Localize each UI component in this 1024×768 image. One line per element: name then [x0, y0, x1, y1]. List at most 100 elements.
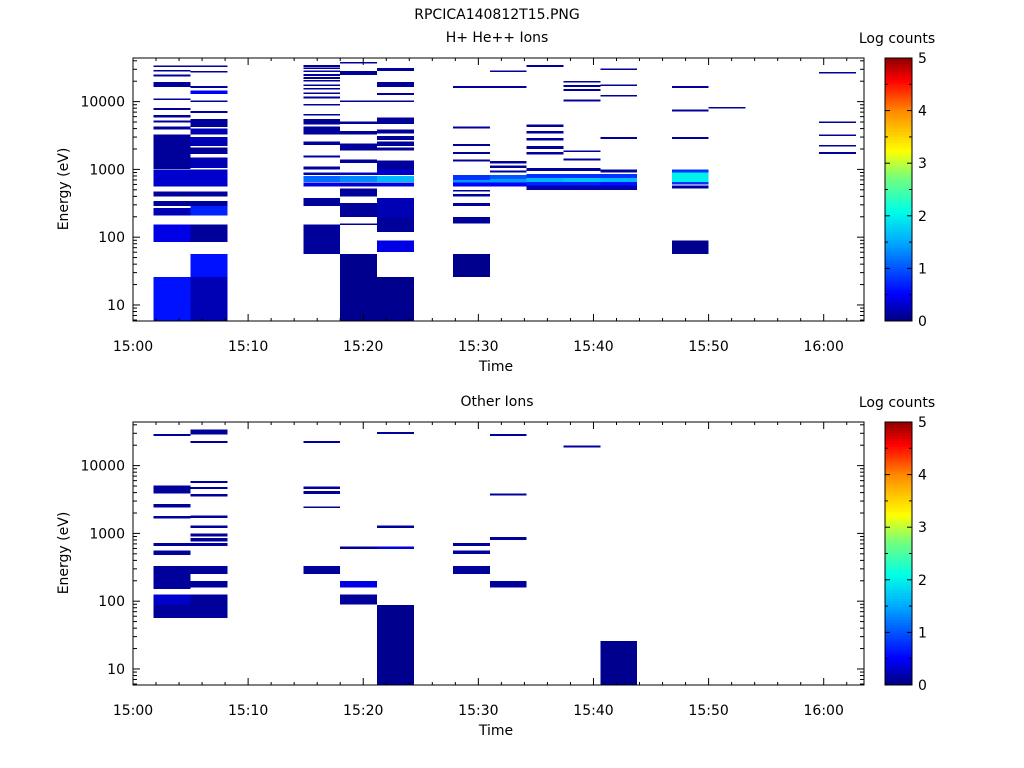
- x-tick-label: 16:00: [804, 703, 844, 719]
- colorbar-swatch: [885, 155, 912, 159]
- colorbar-swatch: [885, 160, 912, 164]
- heatmap-cell: [190, 224, 228, 242]
- colorbar-swatch: [885, 640, 912, 644]
- heatmap-cell: [340, 172, 378, 176]
- colorbar-swatch: [885, 506, 912, 510]
- colorbar-swatch: [885, 76, 912, 80]
- x-tick-label: 15:40: [573, 339, 613, 355]
- heatmap-cell: [303, 77, 341, 80]
- heatmap-cell: [340, 594, 378, 605]
- panel-title: H+ He++ Ions: [446, 30, 549, 46]
- heatmap-cell: [153, 201, 191, 206]
- colorbar-swatch: [885, 529, 912, 534]
- colorbar-swatch: [885, 635, 912, 639]
- colorbar-swatch: [885, 286, 912, 291]
- heatmap-cell: [190, 533, 228, 537]
- x-tick-label: 15:00: [113, 339, 153, 355]
- colorbar-swatch: [885, 464, 912, 468]
- colorbar-swatch: [885, 648, 912, 652]
- colorbar-tick-label: 0: [918, 314, 927, 330]
- heatmap-cell: [453, 189, 490, 192]
- heatmap-cell: [453, 175, 490, 180]
- heatmap-cell: [153, 594, 191, 605]
- colorbar-swatch: [885, 435, 912, 439]
- colorbar-swatch: [885, 294, 912, 298]
- colorbar-swatch: [885, 558, 912, 562]
- colorbar-swatch: [885, 265, 912, 269]
- plot-frame: [132, 421, 865, 686]
- x-axis-label: Time: [478, 359, 513, 375]
- heatmap-cell: [303, 172, 341, 176]
- heatmap-cell: [153, 69, 191, 72]
- heatmap-cell: [190, 494, 228, 497]
- colorbar-swatch: [885, 115, 912, 120]
- x-tick-label: 15:20: [343, 339, 383, 355]
- colorbar-swatch: [885, 226, 912, 230]
- colorbar-swatch: [885, 479, 912, 484]
- heatmap-cell: [600, 95, 638, 97]
- heatmap-cell: [563, 182, 601, 186]
- heatmap-cell: [819, 152, 856, 154]
- colorbar-swatch: [885, 514, 912, 518]
- heatmap-cell: [377, 276, 414, 321]
- heatmap-cell: [453, 543, 490, 547]
- colorbar-swatch: [885, 310, 912, 314]
- colorbar-swatch: [885, 65, 912, 70]
- colorbar-swatch: [885, 466, 912, 470]
- colorbar-tick-label: 1: [918, 625, 927, 641]
- heatmap-cell: [377, 160, 414, 170]
- heatmap-cell: [303, 175, 341, 183]
- colorbar-swatch: [885, 134, 912, 138]
- x-tick-label: 16:00: [804, 339, 844, 355]
- heatmap-cell: [153, 120, 191, 123]
- heatmap-cell: [153, 550, 191, 556]
- colorbar-swatch: [885, 613, 912, 618]
- colorbar-tick-label: 5: [918, 51, 927, 67]
- heatmap-cell: [708, 107, 746, 109]
- heatmap-cell: [377, 431, 414, 434]
- heatmap-cell: [190, 110, 228, 113]
- colorbar-swatch: [885, 302, 912, 306]
- colorbar-swatch: [885, 495, 912, 499]
- colorbar-swatch: [885, 603, 912, 607]
- heatmap-cell: [303, 96, 341, 99]
- colorbar-swatch: [885, 545, 912, 549]
- heatmap-cell: [153, 516, 191, 519]
- colorbar-swatch: [885, 590, 912, 594]
- heatmap-cell: [671, 172, 709, 183]
- heatmap-cell: [153, 115, 191, 118]
- heatmap-cell: [303, 87, 341, 90]
- heatmap-cell: [563, 81, 601, 83]
- colorbar-swatch: [885, 252, 912, 256]
- panel-other-ions: Other Ions Time Energy (eV) Log counts 1…: [56, 394, 935, 739]
- heatmap-cell: [600, 640, 638, 685]
- colorbar-swatch: [885, 632, 912, 636]
- heatmap-cell: [303, 92, 341, 95]
- heatmap-cell: [190, 487, 228, 490]
- colorbar-swatch: [885, 268, 912, 272]
- y-axis-label: Energy (eV): [56, 512, 72, 595]
- colorbar-swatch: [885, 429, 912, 434]
- heatmap-cell: [563, 185, 601, 190]
- y-axis-label: Energy (eV): [56, 148, 72, 231]
- heatmap-cell: [340, 61, 378, 64]
- heatmap-cell: [563, 167, 601, 171]
- colorbar-swatch: [885, 582, 912, 586]
- heatmap-cell: [600, 84, 638, 86]
- colorbar-swatch: [885, 477, 912, 481]
- heatmap-cell: [453, 550, 490, 554]
- heatmap-cell: [153, 65, 191, 68]
- heatmap-cell: [453, 126, 490, 129]
- heatmap-cell: [377, 117, 414, 124]
- heatmap-cell: [377, 81, 414, 87]
- x-tick-label: 15:10: [228, 703, 268, 719]
- colorbar-swatch: [885, 118, 912, 122]
- colorbar-swatch: [885, 516, 912, 520]
- colorbar-swatch: [885, 556, 912, 560]
- colorbar-swatch: [885, 192, 912, 196]
- heatmap-cell: [153, 224, 191, 242]
- colorbar-swatch: [885, 276, 912, 280]
- heatmap-cell: [819, 134, 856, 137]
- colorbar-swatch: [885, 592, 912, 597]
- colorbar-swatch: [885, 461, 912, 465]
